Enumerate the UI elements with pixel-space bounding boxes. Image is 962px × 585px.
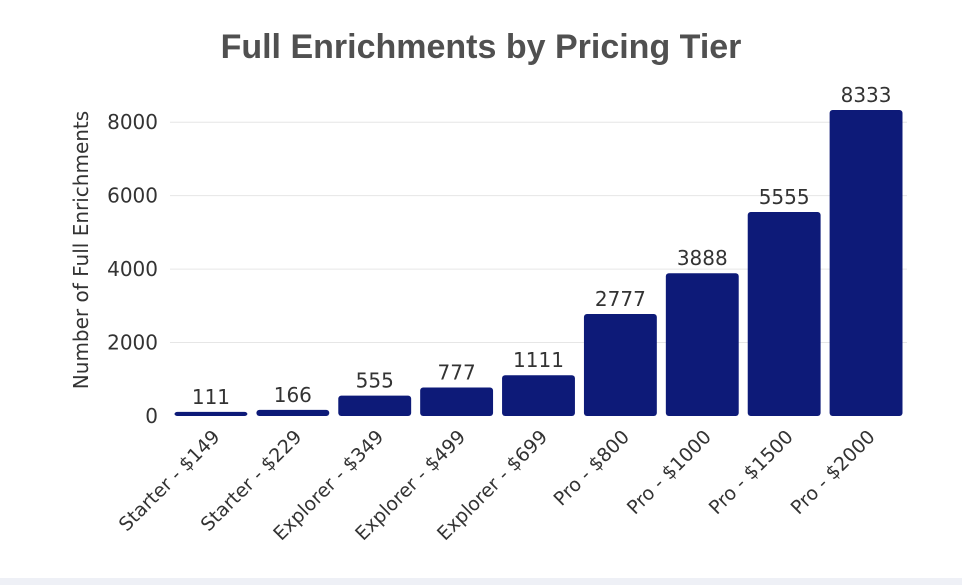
data-label: 5555 xyxy=(759,185,810,209)
data-label: 3888 xyxy=(677,246,728,270)
y-tick-label: 6000 xyxy=(107,184,158,208)
data-label: 1111 xyxy=(513,348,564,372)
y-tick-label: 8000 xyxy=(107,110,158,134)
bars xyxy=(174,110,903,416)
data-label: 555 xyxy=(356,369,394,393)
bar xyxy=(338,395,412,416)
chart-title: Full Enrichments by Pricing Tier xyxy=(220,28,742,66)
bar xyxy=(420,387,494,416)
x-tick-label: Pro - $1500 xyxy=(705,426,798,519)
x-tick-label: Pro - $800 xyxy=(549,426,633,510)
x-tick-label: Pro - $2000 xyxy=(787,426,880,519)
data-label: 111 xyxy=(192,385,230,409)
y-tick-label: 2000 xyxy=(107,331,158,355)
data-label: 777 xyxy=(438,360,476,384)
bar xyxy=(502,375,575,416)
y-axis-label: Number of Full Enrichments xyxy=(69,111,93,389)
data-labels: 111 166 555 777 1111 2777 3888 5555 8333 xyxy=(192,83,892,409)
y-tick-labels: 0 2000 4000 6000 8000 xyxy=(107,110,158,428)
bar xyxy=(256,409,330,416)
y-tick-label: 0 xyxy=(145,404,158,428)
data-label: 166 xyxy=(274,383,312,407)
bar xyxy=(747,212,821,416)
data-label: 8333 xyxy=(841,83,892,107)
y-tick-label: 4000 xyxy=(107,257,158,281)
bar xyxy=(829,110,903,416)
bar xyxy=(174,411,248,416)
bar xyxy=(583,314,657,416)
bottom-divider xyxy=(0,578,962,585)
data-label: 2777 xyxy=(595,287,646,311)
x-tick-label: Pro - $1000 xyxy=(623,426,716,519)
bar xyxy=(665,273,739,416)
